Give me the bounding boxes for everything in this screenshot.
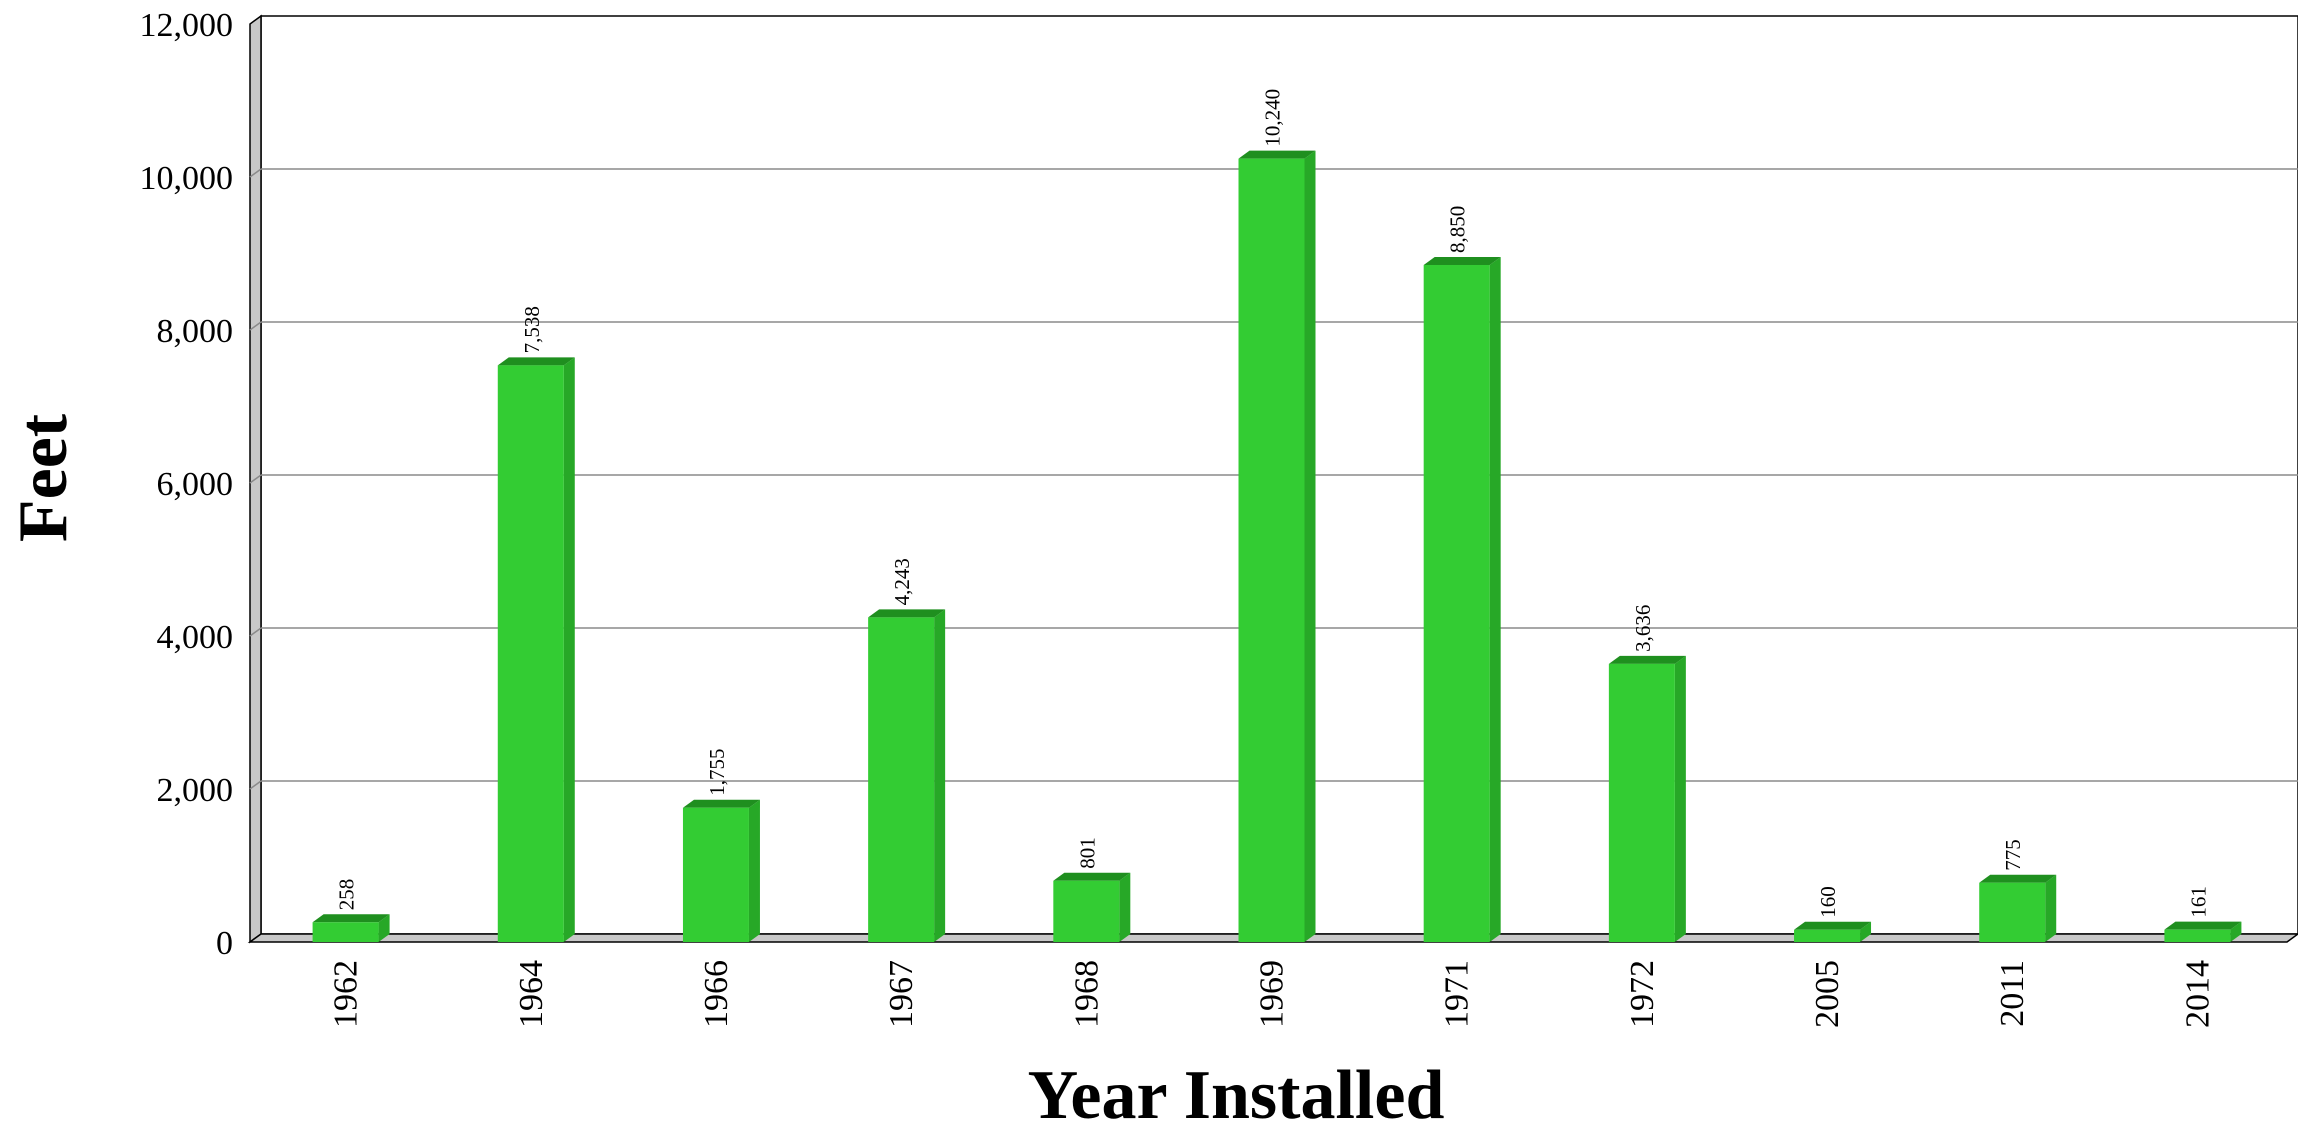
grid-line-side xyxy=(249,474,262,484)
x-tick-label: 1972 xyxy=(1624,960,1661,1028)
bar-side xyxy=(1304,150,1316,942)
bar xyxy=(312,914,390,942)
bar-value-label: 160 xyxy=(1816,886,1840,918)
bar-front xyxy=(1423,264,1490,943)
bar xyxy=(1794,921,1872,942)
bar-side xyxy=(2045,874,2057,942)
bar-value-label: 8,850 xyxy=(1446,206,1470,253)
bar-front xyxy=(868,617,935,942)
bar-top xyxy=(868,609,946,618)
x-tick-label: 1969 xyxy=(1254,960,1291,1028)
bar xyxy=(1053,872,1131,942)
bar-top xyxy=(497,357,575,366)
bars xyxy=(312,150,2242,943)
bar-value-label: 161 xyxy=(2186,886,2210,918)
bar xyxy=(868,609,946,942)
y-tick-label: 0 xyxy=(216,925,233,962)
bar-side xyxy=(934,609,946,942)
x-tick-label: 1966 xyxy=(698,960,735,1028)
bar-front xyxy=(1238,158,1305,942)
y-tick-label: 10,000 xyxy=(140,160,234,197)
bar-top xyxy=(1423,256,1501,265)
bar-side xyxy=(1674,655,1686,942)
bar-front xyxy=(1608,663,1675,942)
bar xyxy=(497,357,575,942)
bar-top xyxy=(312,914,390,923)
bar-value-label: 3,636 xyxy=(1631,605,1655,652)
x-tick-label: 2005 xyxy=(1809,960,1846,1028)
bar-front xyxy=(1979,882,2046,942)
x-tick-label: 1968 xyxy=(1068,960,1105,1028)
bar-value-label: 10,240 xyxy=(1261,89,1285,147)
x-tick-label: 1971 xyxy=(1439,960,1476,1028)
bar-value-label: 1,755 xyxy=(705,748,729,795)
bar-top xyxy=(1979,874,2057,883)
bar-top xyxy=(1053,872,1131,881)
bar-side xyxy=(748,799,760,942)
y-axis-title: Feet xyxy=(5,414,82,542)
bar-top xyxy=(2164,921,2242,930)
bar-value-label: 775 xyxy=(2001,839,2025,871)
bar-value-label: 7,538 xyxy=(520,306,544,353)
bar xyxy=(2164,921,2242,942)
bar-side xyxy=(1860,921,1872,942)
bar xyxy=(1979,874,2057,942)
bar-front xyxy=(682,807,749,942)
y-tick-label: 2,000 xyxy=(157,772,234,809)
y-tick-label: 8,000 xyxy=(157,313,234,350)
bar-front xyxy=(312,922,379,942)
grid-line-side xyxy=(249,627,262,637)
y-tick-labels: 0 2,000 4,000 6,000 8,000 10,000 12,000 xyxy=(140,7,234,962)
grid-line-side xyxy=(249,321,262,331)
x-tick-labels: 1962 1964 1966 1967 1968 1969 1971 1972 2005 2011… xyxy=(328,960,2217,1028)
bar-top xyxy=(682,799,760,808)
bar-front xyxy=(1053,880,1120,942)
bar xyxy=(1423,256,1501,943)
bar-value-labels: 258 7,538 1,755 4,243 801 10,240 8,850 3,636 160… xyxy=(335,89,2211,918)
bar-side xyxy=(2230,921,2242,942)
bar-front xyxy=(2164,929,2231,942)
y-tick-label: 4,000 xyxy=(157,619,234,656)
bar-value-label: 801 xyxy=(1075,837,1099,869)
bar-top xyxy=(1608,655,1686,664)
bar xyxy=(682,799,760,942)
bar-top xyxy=(1794,921,1872,930)
x-tick-label: 1964 xyxy=(513,960,550,1028)
bar-side xyxy=(1489,256,1501,943)
x-tick-label: 1962 xyxy=(328,960,365,1028)
x-axis-title: Year Installed xyxy=(1028,1057,1445,1125)
bar-side xyxy=(378,914,390,942)
grid-line-side xyxy=(249,780,262,790)
bar-front xyxy=(497,365,564,942)
bar-side xyxy=(1119,872,1131,942)
x-tick-label: 1967 xyxy=(883,960,920,1028)
y-tick-label: 6,000 xyxy=(157,466,234,503)
bar-top xyxy=(1238,150,1316,159)
bar-front xyxy=(1794,929,1861,942)
bar-value-label: 258 xyxy=(335,879,359,911)
bar-side xyxy=(563,357,575,942)
grid-line-side xyxy=(249,168,262,178)
bar xyxy=(1608,655,1686,942)
bar-value-label: 4,243 xyxy=(890,558,914,605)
x-tick-label: 2011 xyxy=(1994,960,2031,1027)
x-tick-label: 2014 xyxy=(2179,960,2216,1028)
y-tick-label: 12,000 xyxy=(140,7,234,44)
bar xyxy=(1238,150,1316,942)
